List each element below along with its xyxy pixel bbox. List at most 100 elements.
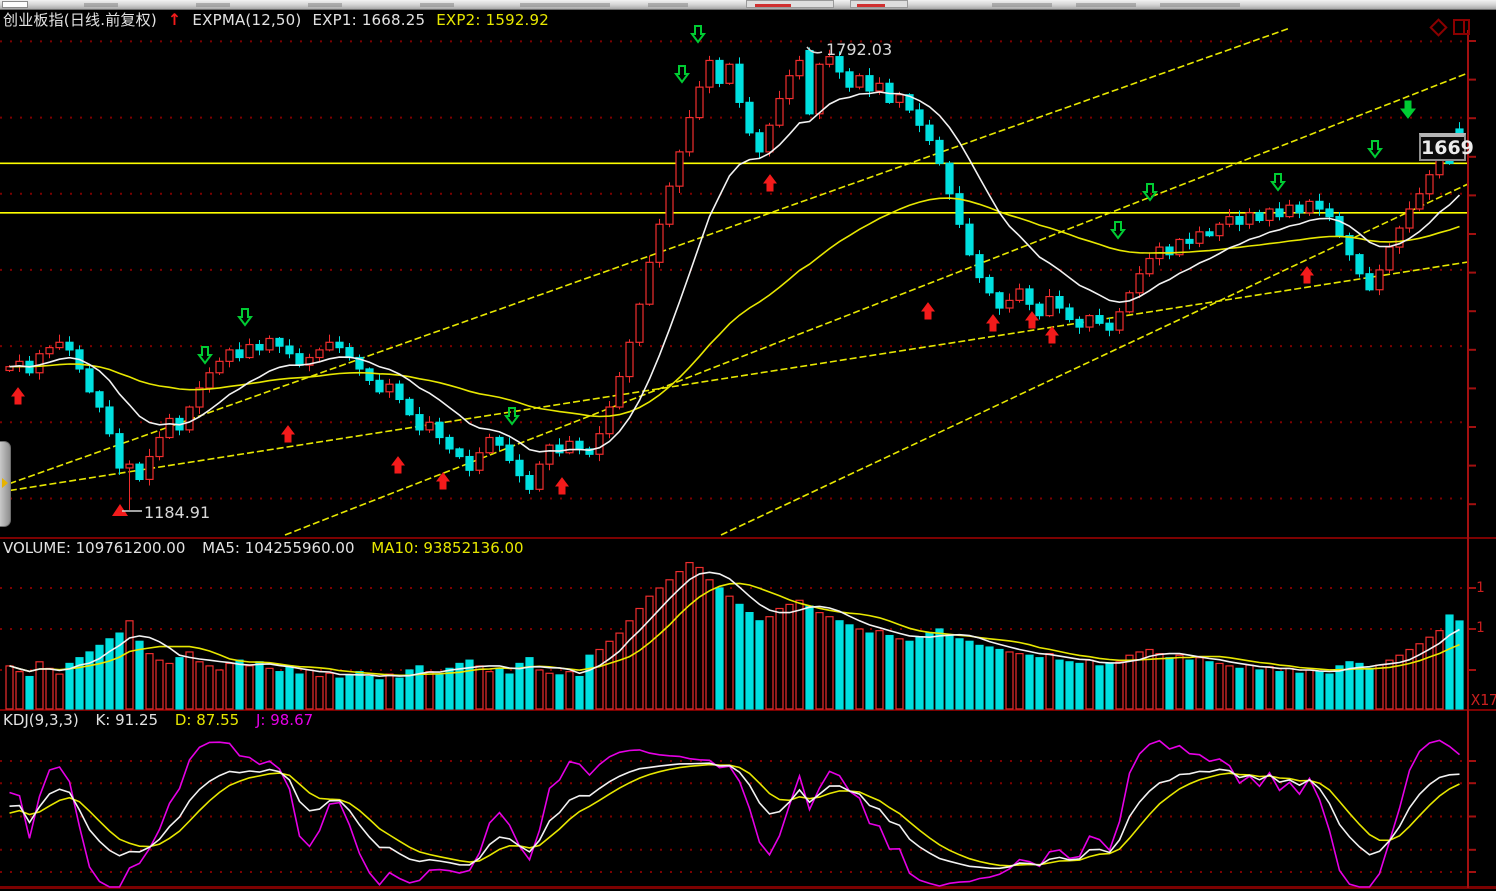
kdj-j-value: J: 98.67 xyxy=(255,711,314,729)
volume-bar xyxy=(155,659,164,710)
candle-body xyxy=(955,193,964,225)
sell-arrow-marker-filled xyxy=(1399,100,1417,119)
candle-body xyxy=(195,387,204,408)
buy-arrow-marker xyxy=(555,477,569,495)
volume-bar xyxy=(95,644,104,710)
volume-bar xyxy=(235,659,244,710)
volume-bar xyxy=(715,587,724,710)
volume-bar xyxy=(525,657,534,710)
menu-text-fragment[interactable] xyxy=(196,3,230,7)
volume-bar xyxy=(725,595,734,710)
candle-body xyxy=(975,254,984,279)
volume-bar xyxy=(1045,652,1054,710)
candle-body xyxy=(655,223,664,263)
indicator-name[interactable]: EXPMA(12,50) xyxy=(192,11,302,29)
candle-body xyxy=(1225,216,1234,225)
volume-bar xyxy=(935,628,944,710)
candle-body xyxy=(165,417,174,439)
sidebar-expand-handle[interactable] xyxy=(0,441,11,527)
candle-body xyxy=(1245,212,1254,225)
volume-bar xyxy=(435,674,444,710)
menu-text-fragment[interactable] xyxy=(420,3,454,7)
sell-arrow-marker xyxy=(237,308,253,327)
candle-body xyxy=(1105,322,1114,331)
candle-body xyxy=(505,444,514,461)
volume-bar xyxy=(1135,651,1144,710)
candle-body xyxy=(935,139,944,164)
buy-arrow-marker xyxy=(763,174,777,192)
trough-triangle-marker xyxy=(112,504,128,516)
candle-body xyxy=(1275,208,1284,218)
candle-body xyxy=(1115,311,1124,331)
candle-body xyxy=(1205,231,1214,237)
volume-bar xyxy=(995,648,1004,710)
volume-bar xyxy=(75,657,84,710)
candle-body xyxy=(875,82,884,92)
candle-body xyxy=(1345,235,1354,256)
volume-bar xyxy=(585,654,594,710)
volume-bar xyxy=(1335,665,1344,710)
candle-body xyxy=(1325,208,1334,218)
candle-body xyxy=(525,474,534,490)
candle-body xyxy=(95,391,104,408)
volume-bar xyxy=(1405,648,1414,710)
menu-text-fragment[interactable] xyxy=(308,3,342,7)
candle-body xyxy=(1165,246,1174,256)
volume-bar xyxy=(385,673,394,710)
volume-bar xyxy=(1225,665,1234,710)
volume-bar xyxy=(835,620,844,710)
kdj-k-line xyxy=(9,762,1460,870)
candle-body xyxy=(355,356,364,370)
volume-bar xyxy=(1145,648,1154,710)
menu-text-fragment[interactable] xyxy=(1160,3,1240,7)
menu-text-fragment[interactable] xyxy=(648,3,688,7)
volume-bar xyxy=(215,669,224,710)
menu-bar[interactable] xyxy=(0,0,1496,10)
volume-bar xyxy=(195,661,204,710)
candle-body xyxy=(1365,273,1374,291)
candle-body xyxy=(1075,318,1084,328)
candle-body xyxy=(395,383,404,401)
candle-body xyxy=(235,349,244,359)
volume-bar xyxy=(285,665,294,710)
candle-body xyxy=(805,49,814,115)
toolbar-chip[interactable] xyxy=(2,1,28,8)
candle-body xyxy=(625,341,634,378)
buy-arrow-marker xyxy=(921,302,935,320)
menu-text-fragment[interactable] xyxy=(1076,3,1136,7)
volume-bar xyxy=(1035,657,1044,710)
candle-body xyxy=(155,436,164,458)
volume-bar xyxy=(485,671,494,710)
toolbar-quote-box[interactable] xyxy=(746,0,834,8)
chart-title-row: 创业板指(日线.前复权) ↑ EXPMA(12,50) EXP1: 1668.2… xyxy=(3,9,549,30)
indicator-up-arrow-icon[interactable]: ↑ xyxy=(167,10,182,29)
candle-body xyxy=(1095,315,1104,324)
menu-text-fragment[interactable] xyxy=(520,3,610,7)
candle-body xyxy=(865,75,874,92)
volume-bar xyxy=(775,607,784,710)
volume-bar xyxy=(1375,664,1384,710)
candle-body xyxy=(245,343,254,359)
volume-bar xyxy=(445,667,454,710)
candle-body xyxy=(565,440,574,454)
volume-bar xyxy=(495,667,504,710)
candle-body xyxy=(425,421,434,431)
window-pane-icon[interactable] xyxy=(1453,19,1470,35)
volume-bar xyxy=(1435,630,1444,710)
candle-body xyxy=(735,63,744,103)
volume-bar xyxy=(625,620,634,710)
volume-bar xyxy=(905,640,914,710)
volume-bar xyxy=(25,675,34,710)
volume-bar xyxy=(135,640,144,710)
candle-body xyxy=(475,452,484,471)
menu-text-fragment[interactable] xyxy=(84,3,118,7)
volume-bar xyxy=(685,561,694,710)
candle-body xyxy=(435,421,444,439)
candle-body xyxy=(1415,193,1424,210)
volume-bar xyxy=(115,632,124,710)
volume-bar xyxy=(1075,662,1084,710)
candle-body xyxy=(795,59,804,77)
toolbar-quote-box[interactable] xyxy=(850,0,908,8)
menu-text-fragment[interactable] xyxy=(992,3,1052,7)
